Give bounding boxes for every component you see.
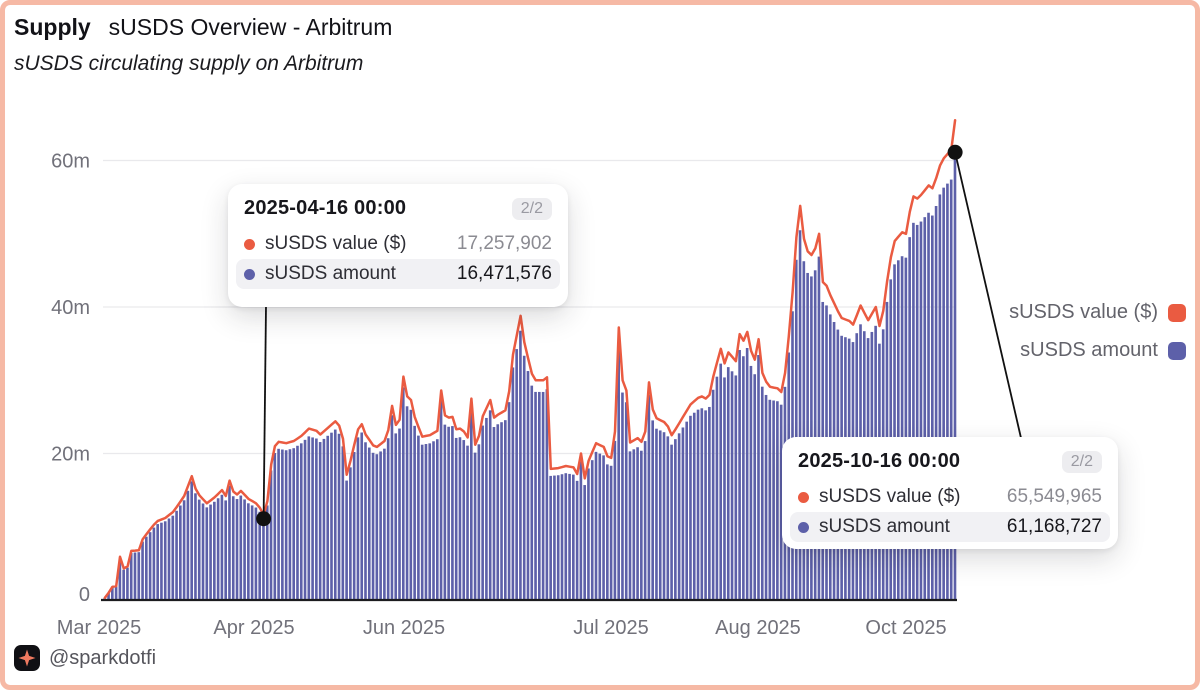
spark-logo-icon: [14, 645, 40, 671]
header: Supply sUSDS Overview - Arbitrum: [14, 14, 392, 41]
legend-item-value[interactable]: sUSDS value ($): [1009, 301, 1186, 324]
gridlines: 0 20m 40m 60m Mar 2025 Apr 2025 Jun 2025 Jul 20…: [51, 151, 955, 639]
page-title: sUSDS Overview - Arbitrum: [108, 14, 393, 40]
tooltip-date: 2025-04-16 00:00: [244, 197, 407, 219]
legend-label-amount: sUSDS amount: [1020, 339, 1158, 361]
tooltip-2025-04-16: 2025-04-16 00:00 2/2 sUSDS value ($) 17,…: [228, 184, 568, 307]
annotation-line: [954, 152, 1022, 439]
chart-legend: sUSDS value ($) sUSDS amount: [1009, 301, 1186, 362]
annotation-dot: [947, 144, 963, 160]
value-line[interactable]: [103, 118, 957, 600]
x-axis-tick-label: Jul 2025: [573, 617, 649, 639]
y-axis-tick-label: 40m: [51, 297, 90, 319]
tooltip-row-value: sUSDS value ($) 17,257,902: [236, 229, 560, 259]
x-axis-tick-label: Mar 2025: [57, 617, 142, 639]
tooltip-2025-10-16: 2025-10-16 00:00 2/2 sUSDS value ($) 65,…: [782, 437, 1118, 549]
tooltip-row-value: sUSDS value ($) 65,549,965: [790, 482, 1110, 512]
tooltip-row-amount: sUSDS amount 16,471,576: [236, 259, 560, 289]
x-axis-tick-label: Apr 2025: [213, 617, 294, 639]
amount-dot-icon: [244, 268, 255, 280]
legend-item-amount[interactable]: sUSDS amount: [1020, 339, 1186, 362]
social-handle: @sparkdotfi: [49, 646, 157, 669]
value-swatch-icon: [1168, 303, 1186, 322]
attribution: @sparkdotfi: [14, 645, 156, 671]
tooltip-page-badge: 2/2: [511, 197, 552, 220]
chart-subtitle: sUSDS circulating supply on Arbitrum: [14, 52, 364, 75]
tooltip-page-badge: 2/2: [1061, 450, 1102, 473]
legend-label-value: sUSDS value ($): [1009, 301, 1158, 323]
y-axis-tick-label: 60m: [51, 151, 90, 173]
amount-swatch-icon: [1168, 341, 1186, 360]
amount-dot-icon: [798, 521, 809, 533]
tooltip-row-amount: sUSDS amount 61,168,727: [790, 512, 1110, 542]
x-axis-tick-label: Oct 2025: [865, 617, 946, 639]
annotation-line: [262, 305, 267, 519]
x-axis-tick-label: Aug 2025: [715, 617, 801, 639]
y-axis-tick-label: 20m: [51, 444, 90, 466]
value-dot-icon: [244, 238, 255, 250]
value-dot-icon: [798, 491, 809, 503]
tooltip-date: 2025-10-16 00:00: [798, 450, 961, 472]
amount-bars[interactable]: [103, 152, 957, 601]
header-kicker: Supply: [14, 14, 91, 40]
annotation-dot: [256, 511, 272, 527]
y-axis-tick-label: 0: [79, 584, 90, 606]
x-axis-tick-label: Jun 2025: [363, 617, 445, 639]
